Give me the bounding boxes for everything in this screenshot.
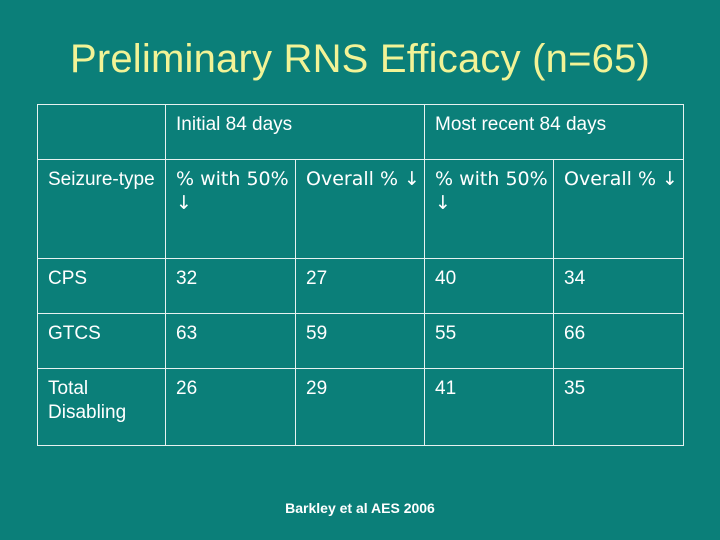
cell-total-initial-pct50: 26 [165,368,296,446]
cell-gtcs-recent-pct50: 55 [424,313,554,369]
table-row: Total Disabling 26 29 41 35 [37,368,684,446]
table-group-header-row: Initial 84 days Most recent 84 days [37,104,684,160]
table-corner-cell [37,104,166,160]
cell-gtcs-initial-overall: 59 [295,313,425,369]
cell-total-recent-overall: 35 [553,368,684,446]
cell-gtcs-initial-pct50: 63 [165,313,296,369]
column-header-initial-pct50: % with 50% ↓ [165,159,296,259]
cell-gtcs-recent-overall: 66 [553,313,684,369]
column-header-initial-overall: Overall % ↓ [295,159,425,259]
cell-total-initial-overall: 29 [295,368,425,446]
efficacy-table: Initial 84 days Most recent 84 days Seiz… [37,104,684,446]
cell-cps-initial-overall: 27 [295,258,425,314]
row-label-gtcs: GTCS [37,313,166,369]
cell-cps-recent-pct50: 40 [424,258,554,314]
table-group-header-most-recent: Most recent 84 days [424,104,684,160]
cell-cps-initial-pct50: 32 [165,258,296,314]
row-label-total-disabling: Total Disabling [37,368,166,446]
table-group-header-initial: Initial 84 days [165,104,425,160]
table-column-header-row: Seizure-type % with 50% ↓ Overall % ↓ % … [37,159,684,259]
cell-total-recent-pct50: 41 [424,368,554,446]
cell-cps-recent-overall: 34 [553,258,684,314]
column-header-recent-overall: Overall % ↓ [553,159,684,259]
column-header-seizure-type: Seizure-type [37,159,166,259]
citation-text: Barkley et al AES 2006 [285,500,435,516]
column-header-recent-pct50: % with 50% ↓ [424,159,554,259]
row-label-cps: CPS [37,258,166,314]
table-row: GTCS 63 59 55 66 [37,313,684,369]
table-row: CPS 32 27 40 34 [37,258,684,314]
page-title: Preliminary RNS Efficacy (n=65) [69,37,651,81]
